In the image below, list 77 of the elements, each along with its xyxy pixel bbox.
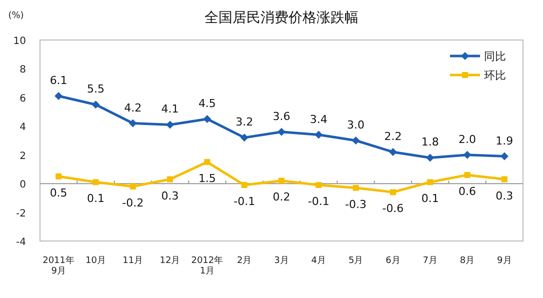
data-label: 4.5 bbox=[198, 96, 216, 110]
data-label: 4.2 bbox=[124, 101, 142, 114]
x-tick-label: 2012年 1月 bbox=[191, 255, 224, 276]
point bbox=[426, 154, 434, 162]
data-label: 5.5 bbox=[86, 82, 104, 96]
point bbox=[427, 179, 434, 186]
point bbox=[500, 152, 508, 160]
x-tick-label: 2月 bbox=[236, 256, 252, 266]
data-label: 1.8 bbox=[421, 136, 439, 149]
point bbox=[204, 159, 210, 166]
x-tick-label: 10月 bbox=[86, 256, 106, 266]
y-tick-label: 2 bbox=[20, 150, 26, 162]
x-tick-label: 7月 bbox=[422, 256, 438, 266]
data-label: -0.2 bbox=[122, 196, 144, 210]
data-label: 0.1 bbox=[421, 192, 439, 206]
data-label: -0.1 bbox=[308, 195, 330, 208]
data-label: 0.3 bbox=[496, 189, 514, 202]
data-label: 6.1 bbox=[50, 74, 68, 87]
point bbox=[278, 128, 286, 136]
y-axis-title: (%) bbox=[8, 11, 24, 21]
point bbox=[352, 184, 359, 191]
point bbox=[92, 179, 99, 186]
x-tick-label: 12月 bbox=[160, 256, 180, 266]
data-label: 3.2 bbox=[236, 116, 254, 129]
point bbox=[166, 120, 174, 129]
point bbox=[390, 189, 396, 196]
x-tick-label: 3月 bbox=[274, 256, 289, 266]
point bbox=[316, 182, 322, 188]
y-tick-label: 10 bbox=[13, 36, 26, 47]
data-label: 2.2 bbox=[384, 130, 402, 143]
x-tick-label: 4月 bbox=[311, 256, 326, 266]
x-tick-label: 2011年 9月 bbox=[42, 255, 75, 276]
data-label: 0.2 bbox=[272, 190, 290, 204]
x-tick-label: 8月 bbox=[460, 256, 475, 266]
data-label: -0.1 bbox=[234, 195, 256, 208]
y-tick-label: 8 bbox=[20, 64, 26, 76]
y-tick-label: 0 bbox=[20, 180, 26, 191]
x-tick-label: 9月 bbox=[497, 256, 512, 266]
point bbox=[501, 176, 508, 182]
x-tick-label: 5月 bbox=[348, 256, 364, 266]
point bbox=[130, 183, 136, 190]
point bbox=[56, 173, 62, 180]
point bbox=[463, 150, 472, 159]
legend-label: 同比 bbox=[484, 50, 506, 63]
point bbox=[167, 176, 174, 182]
point bbox=[464, 172, 470, 178]
x-tick-label: 6月 bbox=[386, 256, 400, 266]
y-tick-label: 4 bbox=[20, 122, 26, 134]
data-label: 0.3 bbox=[161, 189, 179, 202]
data-label: 2.0 bbox=[458, 132, 476, 146]
data-label: 0.5 bbox=[50, 186, 68, 200]
point bbox=[128, 119, 137, 128]
data-label: 0.1 bbox=[86, 192, 104, 206]
point bbox=[241, 182, 248, 188]
x-tick-label: 11月 bbox=[122, 256, 144, 266]
chart-title: 全国居民消费价格涨跌幅 bbox=[204, 10, 358, 26]
point bbox=[92, 100, 100, 109]
point bbox=[388, 148, 397, 156]
data-label: 1.9 bbox=[496, 134, 514, 148]
point bbox=[240, 134, 248, 142]
data-label: 1.5 bbox=[198, 172, 216, 186]
data-label: 3.0 bbox=[347, 118, 365, 132]
data-label: -0.6 bbox=[382, 202, 404, 216]
data-label: 4.1 bbox=[161, 102, 179, 116]
data-label: 3.6 bbox=[272, 110, 290, 123]
point bbox=[278, 178, 284, 184]
data-label: -0.3 bbox=[345, 198, 367, 211]
point bbox=[352, 136, 360, 144]
point bbox=[54, 92, 63, 100]
y-tick-label: -2 bbox=[16, 208, 26, 220]
data-label: 3.4 bbox=[310, 112, 328, 126]
legend-label: 环比 bbox=[484, 69, 506, 82]
point bbox=[203, 114, 212, 123]
y-tick-label: 6 bbox=[20, 93, 26, 104]
point bbox=[314, 130, 323, 139]
data-label: 0.6 bbox=[458, 184, 476, 198]
y-tick-label: -4 bbox=[16, 237, 26, 248]
